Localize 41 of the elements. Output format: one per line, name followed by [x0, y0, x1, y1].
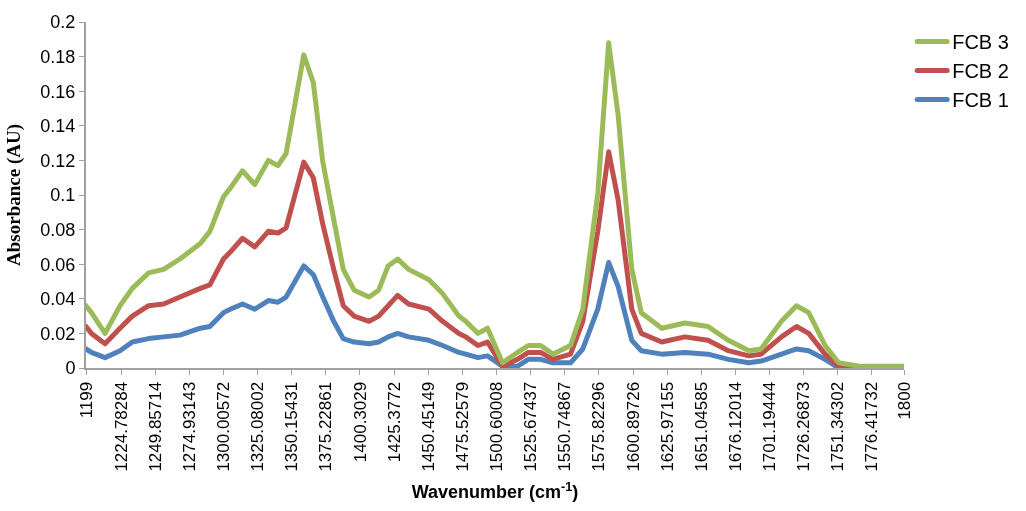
y-tick-label: 0.06 — [40, 254, 76, 275]
x-tick-label: 1450.45149 — [418, 381, 438, 472]
x-tick-label: 1300.00572 — [214, 381, 233, 472]
x-tick-label: 1500.60008 — [487, 381, 507, 472]
x-tick-label: 1425.3772 — [384, 381, 404, 463]
x-tick-label: 1751.34302 — [828, 381, 848, 472]
x-tick-label: 1224.78284 — [111, 381, 131, 472]
y-tick-label: 0.12 — [40, 150, 76, 171]
x-tick-label: 1249.85714 — [145, 381, 165, 472]
x-tick-label: 1575.82296 — [589, 381, 609, 472]
y-tick-label: 0.14 — [40, 116, 76, 137]
x-tick-label: 1199 — [76, 381, 96, 419]
x-tick-label: 1600.89726 — [623, 381, 643, 472]
x-tick-label: 1274.93143 — [179, 381, 199, 472]
y-tick-label: 0.1 — [50, 185, 76, 206]
x-tick-label: 1726.26873 — [794, 381, 814, 472]
y-tick-label: 0 — [65, 358, 76, 379]
y-tick-label: 0.18 — [40, 46, 76, 67]
y-tick-label: 0.04 — [40, 289, 76, 310]
x-tick-label: 1776.41732 — [862, 381, 882, 472]
x-tick-label: 1676.12014 — [725, 381, 745, 472]
x-tick-label: 1701.19444 — [760, 381, 780, 472]
legend-label: FCB 2 — [952, 60, 1009, 83]
legend-label: FCB 1 — [952, 89, 1009, 112]
x-tick-label: 1475.52579 — [452, 381, 472, 472]
x-tick-label: 1325.08002 — [248, 381, 268, 472]
y-tick-label: 0.16 — [40, 81, 76, 102]
x-tick-label: 1375.22861 — [316, 381, 336, 472]
y-tick-label: 0.08 — [40, 219, 76, 240]
x-axis-title: Wavenumber (cm$^{-1}$) — [411, 479, 579, 503]
y-tick-label: 0.2 — [50, 12, 76, 33]
x-tick-label: 1400.3029 — [350, 381, 370, 463]
x-tick-label: 1550.74867 — [555, 381, 575, 472]
x-tick-label: 1800 — [894, 381, 914, 420]
y-tick-label: 0.02 — [40, 323, 76, 344]
x-tick-label: 1625.97155 — [657, 381, 677, 472]
y-axis-title: Absorbance (AU) — [2, 124, 25, 266]
x-tick-label: 1525.67437 — [521, 381, 541, 472]
x-tick-label: 1350.15431 — [282, 381, 302, 472]
x-tick-label: 1651.04585 — [691, 381, 711, 472]
legend-label: FCB 3 — [952, 31, 1009, 54]
